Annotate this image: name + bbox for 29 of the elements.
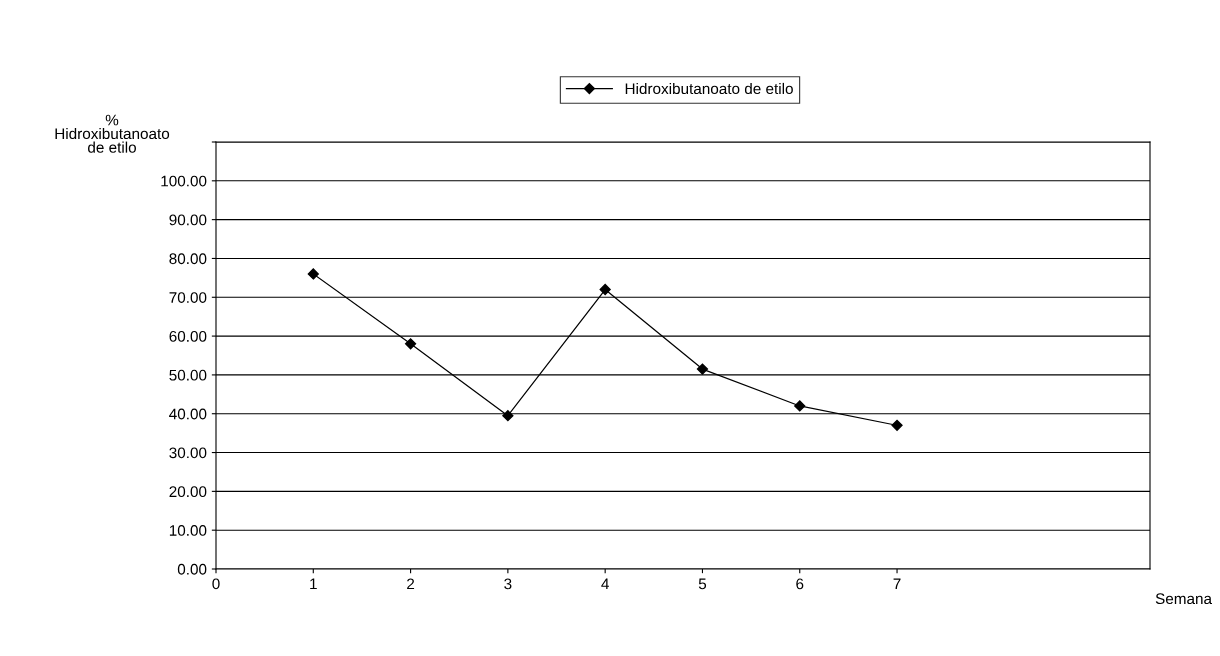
y-tick-label: 0.00 [177,563,207,575]
y-tick-label: 40.00 [169,408,207,420]
x-tick-label: 7 [893,578,901,590]
y-tick-label: 70.00 [169,292,207,303]
y-tick-label: 60.00 [169,330,207,342]
point [502,410,514,422]
y-tick-label: 80.00 [169,253,207,265]
y-tick-label: 100.00 [161,175,207,187]
point [307,268,319,280]
y-tick-label: 20.00 [169,486,207,498]
y-tick-label: 50.00 [169,369,207,381]
point [696,363,709,375]
y-axis-title: % Hidroxibutanoato de etilo [55,114,170,153]
point [891,419,903,431]
y-tick-label: 90.00 [169,214,207,226]
x-tick-label: 2 [407,578,415,590]
x-tick-label: 3 [504,578,512,590]
x-tick-label: 4 [601,578,609,590]
legend-label: Hidroxibutanoato de etilo [625,82,793,95]
y-tick-label: 30.00 [169,447,207,459]
point [404,338,417,350]
y-tick-label: 10.00 [169,525,207,536]
x-tick-label: 1 [310,578,317,590]
x-tick-label: 5 [698,578,707,590]
point [794,400,806,412]
point [599,283,611,296]
x-tick-label: 0 [212,578,220,590]
x-axis-title: Semana [1155,593,1212,605]
x-tick-label: 6 [796,578,804,590]
